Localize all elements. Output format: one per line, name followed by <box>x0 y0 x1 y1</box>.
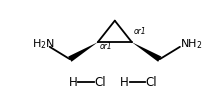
Polygon shape <box>68 42 98 62</box>
Text: NH$_2$: NH$_2$ <box>180 37 202 51</box>
Text: H: H <box>120 76 129 89</box>
Text: Cl: Cl <box>145 76 157 89</box>
Text: or1: or1 <box>134 27 146 36</box>
Text: H$_2$N: H$_2$N <box>32 37 55 51</box>
Text: or1: or1 <box>99 42 112 51</box>
Text: Cl: Cl <box>94 76 106 89</box>
Text: H: H <box>69 76 77 89</box>
Polygon shape <box>132 42 161 62</box>
